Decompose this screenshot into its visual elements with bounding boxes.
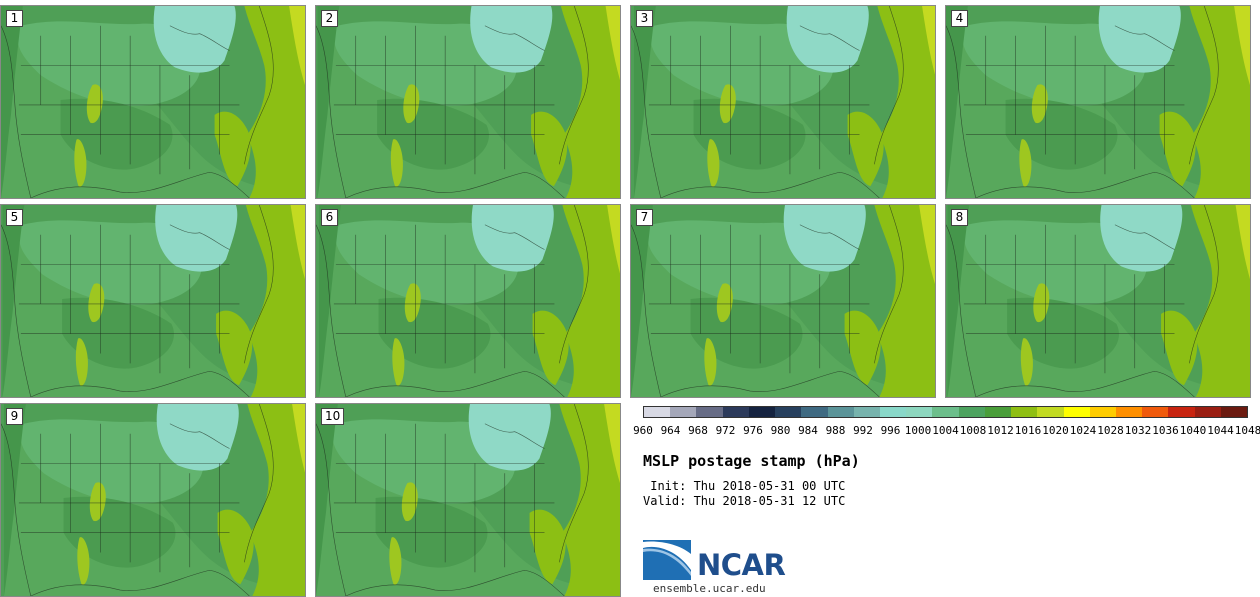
panel-label: 10 [321,408,345,425]
ncar-logo [643,540,691,580]
colorbar-tick-label: 960 [633,424,653,437]
colorbar-tick-label: 996 [880,424,901,437]
colorbar-tick-label: 980 [770,424,791,437]
colorbar-tick-label: 1044 [1207,424,1234,437]
mslp-map [1,6,305,198]
colorbar-segment [1037,407,1064,417]
colorbar-tick-label: 1032 [1124,424,1152,437]
colorbar-segment [801,407,828,417]
map-panel-5: 5 [0,204,306,398]
colorbar-tick-label: 1028 [1097,424,1124,437]
colorbar-tick-label: 968 [688,424,708,437]
colorbar-segment [879,407,907,417]
colorbar-tick-label: 984 [798,424,818,437]
mslp-map [631,205,935,397]
init-time: Init: Thu 2018-05-31 00 UTC Valid: Thu 20… [643,479,845,509]
mslp-map [1,205,305,397]
colorbar-tick-label: 988 [825,424,846,437]
colorbar-segment [644,407,671,417]
map-panel-2: 2 [315,5,621,199]
colorbar-segment [748,407,776,417]
ncar-wordmark: NCAR [697,548,786,582]
colorbar-segment [1089,407,1116,417]
map-panel-3: 3 [630,5,936,199]
site-url: ensemble.ucar.edu [653,582,766,595]
colorbar-segment [722,407,749,417]
panel-label: 9 [6,408,23,425]
colorbar-tick-label: 1016 [1014,424,1042,437]
mslp-map [946,6,1250,198]
panel-label: 6 [321,209,338,226]
panel-label: 7 [636,209,653,226]
colorbar-segment [984,407,1012,417]
colorbar-segment [853,407,880,417]
colorbar-tick-label: 1048 [1234,424,1260,437]
colorbar-segment [958,407,985,417]
colorbar-segment [696,407,723,417]
panel-label: 2 [321,10,338,27]
map-panel-4: 4 [945,5,1251,199]
mslp-map [316,205,620,397]
map-panel-9: 9 [0,403,306,597]
colorbar-tick-label: 1020 [1042,424,1069,437]
colorbar-segment [1063,407,1090,417]
colorbar-segment [1142,407,1169,417]
colorbar-segment [1194,407,1221,417]
panel-label: 1 [6,10,23,27]
colorbar-tick-label: 1000 [904,424,932,437]
panel-label: 8 [951,209,968,226]
mslp-map [316,404,620,596]
colorbar-tick-label: 1036 [1152,424,1179,437]
panel-label: 3 [636,10,653,27]
colorbar-segment [906,407,933,417]
colorbar-segment [670,407,697,417]
colorbar-segment [1115,407,1143,417]
colorbar-tick-label: 1024 [1069,424,1097,437]
colorbar-segment [932,407,959,417]
colorbar-segment [1168,407,1195,417]
map-panel-8: 8 [945,204,1251,398]
mslp-map [316,6,620,198]
map-panel-1: 1 [0,5,306,199]
mslp-map [631,6,935,198]
panel-label: 5 [6,209,23,226]
colorbar-tick-label: 976 [743,424,763,437]
init-text: Init: Thu 2018-05-31 00 UTC [643,479,846,493]
valid-text: Valid: Thu 2018-05-31 12 UTC [643,494,846,508]
colorbar-tick-label: 972 [715,424,736,437]
colorbar-segment [1220,407,1248,417]
panel-label: 4 [951,10,968,27]
colorbar-tick-label: 1040 [1179,424,1207,437]
colorbar-segment [827,407,854,417]
colorbar-segment [775,407,802,417]
figure-title: MSLP postage stamp (hPa) [643,452,860,470]
colorbar-tick-label: 1008 [959,424,987,437]
map-panel-7: 7 [630,204,936,398]
map-panel-6: 6 [315,204,621,398]
colorbar-tick-label: 1012 [987,424,1014,437]
colorbar-tick-label: 964 [660,424,681,437]
colorbar [643,406,1248,418]
map-panel-10: 10 [315,403,621,597]
colorbar-tick-label: 992 [853,424,873,437]
colorbar-ticks: 960 964 968 972 976 980 984 988 992 996 1000 1004 10… [631,425,1260,439]
mslp-map [1,404,305,596]
mslp-map [946,205,1250,397]
colorbar-tick-label: 1004 [932,424,959,437]
colorbar-segment [1011,407,1038,417]
